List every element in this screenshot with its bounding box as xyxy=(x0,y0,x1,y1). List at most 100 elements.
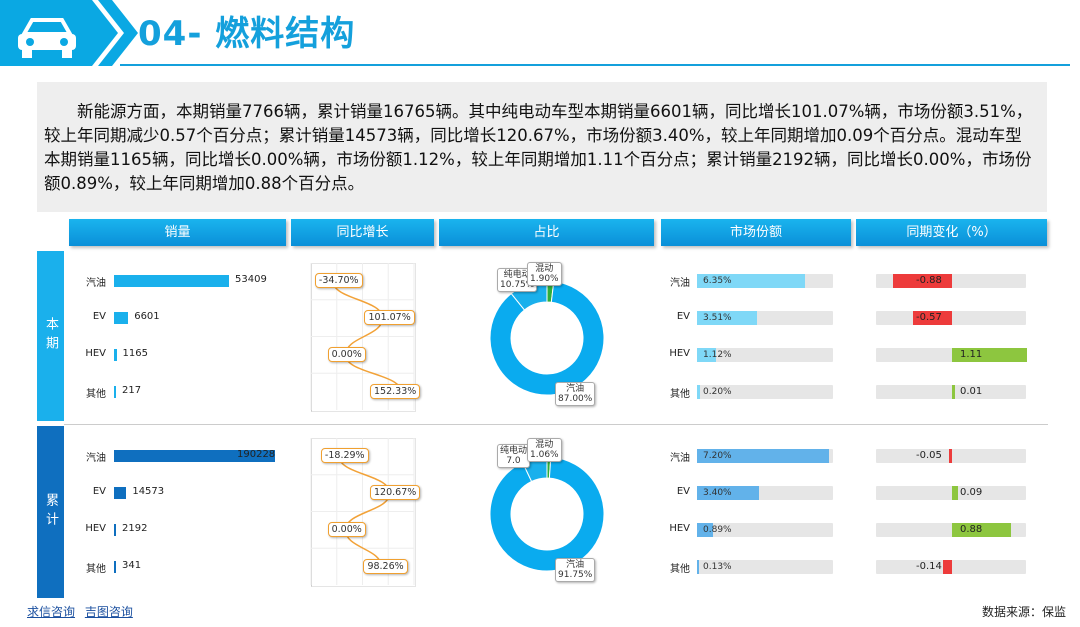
summary-box: 新能源方面，本期销量7766辆，累计销量16765辆。其中纯电动车型本期销量66… xyxy=(37,82,1047,212)
column-header-market-share: 市场份额 xyxy=(661,219,851,246)
change-value-cumulative: 0.88 xyxy=(960,524,983,535)
market-share-value-cumulative: 0.13% xyxy=(703,562,732,572)
header: 04- 燃料结构 xyxy=(0,0,1080,68)
change-track-cumulative: 0.09 xyxy=(876,486,1026,500)
sales-value-label-current: 217 xyxy=(122,385,142,396)
donut-label-hybrid-cumulative: 混动 1.06% xyxy=(527,438,562,462)
sales-category-label-cumulative: 汽油 xyxy=(86,453,106,464)
footer-link-qiuxin[interactable]: 求信咨询 xyxy=(27,605,76,619)
page-title: 04- 燃料结构 xyxy=(138,14,356,54)
sales-value-label-cumulative: 2192 xyxy=(122,523,148,534)
yoy-value-label-current: -34.70% xyxy=(314,273,363,288)
car-icon xyxy=(18,18,76,58)
sales-bar-cumulative xyxy=(114,450,275,462)
sales-category-label-current: EV xyxy=(92,311,106,322)
change-bar-current xyxy=(892,274,952,288)
sales-bar-current xyxy=(114,312,129,324)
donut-label-ev-cumulative: 纯电动 7.0 xyxy=(497,444,531,468)
footer-links: 求信咨询 吉图咨询 xyxy=(27,603,139,620)
market-share-value-current: 3.51% xyxy=(703,313,732,323)
sales-bar-cumulative xyxy=(114,487,127,499)
market-share-track-current: 6.35% xyxy=(697,274,833,288)
market-share-track-current: 1.12% xyxy=(697,348,833,362)
change-track-current: 0.01 xyxy=(876,385,1026,399)
change-bar-cumulative xyxy=(952,523,1012,537)
donut-label-gasoline-cumulative: 汽油 91.75% xyxy=(555,558,596,582)
market-share-track-cumulative: 0.89% xyxy=(697,523,833,537)
sales-bar-cumulative xyxy=(114,561,116,573)
change-value-current: 0.01 xyxy=(960,386,983,397)
change-value-current: -0.57 xyxy=(916,312,942,323)
column-header-change: 同期变化（%） xyxy=(856,219,1047,246)
share-category-label-cumulative: 汽油 xyxy=(670,453,690,464)
sales-bar-current xyxy=(114,275,229,287)
change-value-cumulative: -0.05 xyxy=(916,450,942,461)
summary-text: 新能源方面，本期销量7766辆，累计销量16765辆。其中纯电动车型本期销量66… xyxy=(44,102,1033,193)
market-share-value-cumulative: 7.20% xyxy=(703,451,732,461)
change-track-cumulative: 0.88 xyxy=(876,523,1026,537)
share-category-label-current: HEV xyxy=(669,348,690,359)
share-category-label-cumulative: EV xyxy=(676,486,690,497)
change-track-current: 1.11 xyxy=(876,348,1027,362)
sales-category-label-current: HEV xyxy=(85,348,106,359)
sales-bar-current xyxy=(114,386,116,398)
change-bar-current xyxy=(952,348,1027,362)
column-header-share: 占比 xyxy=(439,219,654,246)
market-share-value-cumulative: 0.89% xyxy=(703,525,732,535)
change-value-current: 1.11 xyxy=(960,349,983,360)
yoy-value-label-current: 152.33% xyxy=(370,384,421,399)
change-bar-current xyxy=(952,385,955,399)
change-bar-cumulative xyxy=(948,449,952,463)
market-share-bar-current xyxy=(697,274,805,288)
market-share-bar-cumulative xyxy=(697,486,760,500)
change-value-cumulative: 0.09 xyxy=(960,487,983,498)
header-rule xyxy=(120,64,1070,66)
donut-label-hybrid-current: 混动 1.90% xyxy=(527,262,562,286)
yoy-panel-current xyxy=(311,263,416,412)
change-bar-cumulative xyxy=(942,560,952,574)
sales-category-label-current: 其他 xyxy=(86,389,106,400)
yoy-panel-cumulative xyxy=(311,438,416,587)
market-share-value-current: 0.20% xyxy=(703,387,732,397)
yoy-value-label-current: 101.07% xyxy=(364,310,415,325)
market-share-track-current: 3.51% xyxy=(697,311,833,325)
yoy-value-label-cumulative: 0.00% xyxy=(327,522,366,537)
share-category-label-cumulative: HEV xyxy=(669,523,690,534)
change-track-current: -0.57 xyxy=(876,311,1026,325)
donut-slice-current xyxy=(489,280,605,396)
sales-value-label-cumulative: 14573 xyxy=(132,486,165,497)
sales-bar-cumulative xyxy=(114,524,116,536)
sales-value-label-current: 6601 xyxy=(134,311,160,322)
share-category-label-current: 汽油 xyxy=(670,278,690,289)
change-bar-current xyxy=(913,311,952,325)
sales-category-label-cumulative: 其他 xyxy=(86,564,106,575)
yoy-value-label-current: 0.00% xyxy=(327,347,366,362)
row-label-cumulative: 累计 xyxy=(37,426,64,598)
column-header-sales: 销量 xyxy=(69,219,286,246)
change-bar-cumulative xyxy=(952,486,959,500)
share-category-label-current: 其他 xyxy=(670,389,690,400)
market-share-bar-current xyxy=(697,348,717,362)
column-header-yoy: 同比增长 xyxy=(291,219,434,246)
change-track-cumulative: -0.14 xyxy=(876,560,1026,574)
yoy-value-label-cumulative: 98.26% xyxy=(363,559,408,574)
row-label-current: 本期 xyxy=(37,251,64,421)
market-share-bar-cumulative xyxy=(697,523,714,537)
market-share-bar-cumulative xyxy=(697,560,700,574)
market-share-value-current: 6.35% xyxy=(703,276,732,286)
market-share-bar-cumulative xyxy=(697,449,830,463)
sales-category-label-cumulative: HEV xyxy=(85,523,106,534)
share-category-label-cumulative: 其他 xyxy=(670,564,690,575)
market-share-track-cumulative: 7.20% xyxy=(697,449,833,463)
market-share-track-cumulative: 0.13% xyxy=(697,560,833,574)
share-category-label-current: EV xyxy=(676,311,690,322)
donut-label-gasoline-current: 汽油 87.00% xyxy=(555,382,596,406)
market-share-bar-current xyxy=(697,311,757,325)
sales-value-label-current: 53409 xyxy=(235,274,267,285)
sales-category-label-cumulative: EV xyxy=(92,486,106,497)
market-share-track-cumulative: 3.40% xyxy=(697,486,833,500)
donut-slice-cumulative xyxy=(489,456,605,572)
change-value-current: -0.88 xyxy=(916,275,942,286)
footer-link-jitu[interactable]: 吉图咨询 xyxy=(84,605,133,619)
sales-value-label-cumulative: 341 xyxy=(122,560,142,571)
